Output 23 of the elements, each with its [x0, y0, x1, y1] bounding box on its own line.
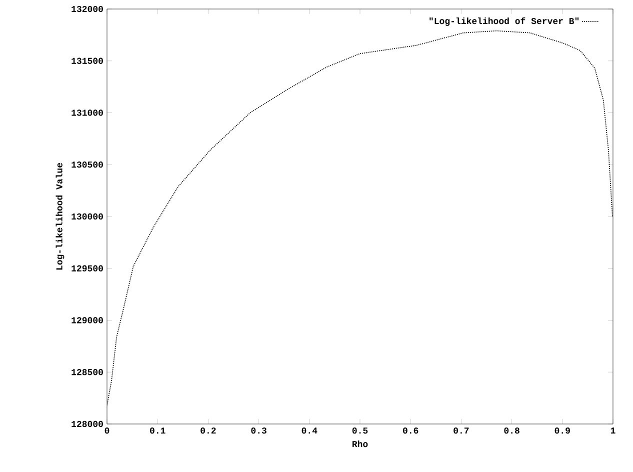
y-tick-label: 131500 [72, 58, 103, 64]
x-tick-label: 0 [104, 428, 110, 434]
x-tick-label: 1 [610, 428, 616, 434]
x-tick-label: 0.5 [352, 428, 368, 434]
y-axis-title: Log-likelihood Value [56, 162, 64, 270]
y-tick-label: 129000 [72, 317, 103, 324]
x-tick-label: 0.8 [504, 428, 520, 434]
x-tick-label: 0.6 [403, 428, 418, 434]
x-tick-label: 0.2 [200, 428, 216, 434]
y-tick-label: 132000 [72, 6, 103, 12]
y-tick-label: 128500 [72, 369, 103, 376]
x-axis-title: Rho [352, 440, 368, 448]
y-tick-label: 129500 [72, 265, 103, 272]
x-tick-label: 0.1 [150, 428, 166, 434]
legend-label: "Log-likelihood of Server B" [430, 17, 579, 26]
x-tick-label: 0.7 [454, 428, 469, 434]
x-tick-label: 0.4 [302, 428, 318, 434]
y-tick-label: 130500 [72, 162, 103, 168]
y-tick-label: 130000 [72, 213, 103, 220]
y-tick-label: 131000 [72, 110, 103, 116]
x-tick-label: 0.3 [251, 428, 266, 434]
x-tick-label: 0.9 [554, 428, 570, 434]
y-tick-label: 128000 [72, 420, 103, 428]
